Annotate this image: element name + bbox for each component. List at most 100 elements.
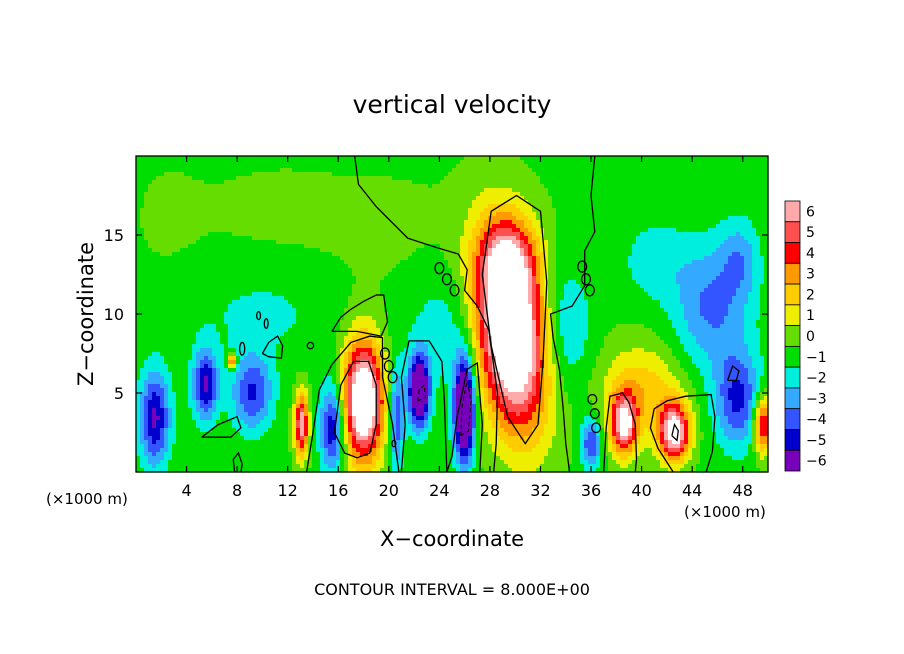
- field-cell: [176, 404, 189, 409]
- field-cell: [524, 400, 533, 405]
- field-cell: [416, 432, 421, 437]
- field-cell: [480, 264, 485, 269]
- field-cell: [608, 400, 613, 405]
- field-cell: [392, 404, 397, 409]
- field-cell: [544, 432, 557, 437]
- field-cell: [484, 428, 497, 433]
- field-cell: [380, 424, 385, 429]
- x-tick-label: 40: [631, 481, 651, 500]
- field-cell: [584, 352, 601, 357]
- field-cell: [320, 392, 329, 397]
- field-cell: [480, 384, 485, 389]
- field-cell: [644, 404, 657, 409]
- field-cell: [432, 404, 437, 409]
- field-cell: [484, 256, 489, 261]
- field-cell: [472, 316, 477, 321]
- field-cell: [692, 380, 705, 385]
- field-cell: [680, 428, 685, 433]
- field-cell: [260, 420, 273, 425]
- field-cell: [440, 376, 445, 381]
- field-cell: [536, 228, 545, 233]
- field-cell: [560, 372, 593, 377]
- field-cell: [472, 420, 477, 425]
- field-cell: [200, 364, 205, 369]
- field-cell: [216, 380, 221, 385]
- field-cell: [348, 400, 353, 405]
- field-cell: [468, 340, 473, 345]
- field-cell: [472, 200, 529, 205]
- field-cell: [520, 240, 525, 245]
- field-cell: [600, 448, 605, 453]
- field-cell: [212, 428, 237, 433]
- field-cell: [476, 384, 481, 389]
- field-cell: [488, 376, 493, 381]
- field-cell: [480, 252, 485, 257]
- field-cell: [752, 404, 757, 409]
- field-cell: [332, 392, 337, 397]
- field-cell: [724, 268, 745, 273]
- field-cell: [552, 388, 557, 393]
- field-cell: [488, 356, 493, 361]
- field-cell: [372, 424, 377, 429]
- field-cell: [484, 384, 489, 389]
- field-cell: [380, 448, 385, 453]
- field-cell: [272, 420, 289, 425]
- field-cell: [472, 388, 477, 393]
- field-cell: [240, 432, 265, 437]
- field-cell: [548, 320, 553, 325]
- field-cell: [660, 400, 681, 405]
- field-cell: [448, 304, 461, 309]
- field-cell: [148, 408, 153, 413]
- field-cell: [536, 284, 541, 289]
- field-cell: [452, 380, 457, 385]
- field-cell: [136, 284, 353, 289]
- field-cell: [336, 348, 341, 353]
- field-cell: [664, 360, 681, 365]
- field-cell: [216, 364, 225, 369]
- field-cell: [456, 436, 461, 441]
- field-cell: [480, 400, 485, 405]
- field-cell: [464, 224, 477, 229]
- field-cell: [468, 320, 473, 325]
- field-cell: [292, 420, 297, 425]
- field-cell: [164, 396, 169, 401]
- field-cell: [732, 456, 745, 461]
- field-cell: [348, 464, 353, 469]
- field-cell: [460, 452, 469, 457]
- field-cell: [488, 284, 529, 289]
- field-cell: [324, 400, 337, 405]
- field-cell: [544, 252, 549, 257]
- field-cell: [692, 384, 705, 389]
- field-cell: [204, 388, 209, 393]
- field-cell: [436, 388, 449, 393]
- field-cell: [328, 408, 337, 413]
- field-cell: [664, 416, 669, 421]
- field-cell: [136, 156, 465, 161]
- field-cell: [136, 352, 153, 357]
- field-cell: [500, 420, 509, 425]
- field-cell: [524, 388, 533, 393]
- x-unit-label-right: (×1000 m): [684, 503, 766, 521]
- field-cell: [488, 332, 533, 337]
- field-cell: [692, 420, 697, 425]
- field-cell: [348, 440, 353, 445]
- field-cell: [628, 444, 633, 449]
- field-cell: [484, 224, 493, 229]
- field-cell: [340, 400, 345, 405]
- field-cell: [612, 388, 617, 393]
- field-cell: [292, 388, 297, 393]
- field-cell: [216, 368, 221, 373]
- field-cell: [404, 420, 409, 425]
- field-cell: [480, 388, 485, 393]
- field-cell: [136, 432, 141, 437]
- field-cell: [164, 412, 169, 417]
- field-cell: [480, 212, 497, 217]
- x-tick-label: 48: [733, 481, 753, 500]
- field-cell: [312, 396, 321, 401]
- field-cell: [668, 420, 681, 425]
- field-cell: [540, 384, 545, 389]
- field-cell: [476, 392, 481, 397]
- field-cell: [144, 192, 481, 197]
- field-cell: [472, 280, 477, 285]
- field-cell: [480, 444, 493, 449]
